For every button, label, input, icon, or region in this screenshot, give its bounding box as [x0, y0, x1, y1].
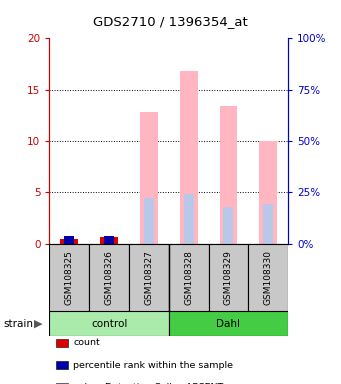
Text: GSM108326: GSM108326 — [105, 250, 114, 305]
Bar — [140, 113, 158, 244]
Bar — [263, 204, 273, 244]
Text: strain: strain — [3, 318, 33, 329]
Bar — [100, 237, 118, 244]
Text: GSM108327: GSM108327 — [144, 250, 153, 305]
Bar — [64, 236, 74, 244]
Text: ▶: ▶ — [34, 318, 43, 329]
Text: percentile rank within the sample: percentile rank within the sample — [73, 361, 233, 370]
Text: GDS2710 / 1396354_at: GDS2710 / 1396354_at — [93, 15, 248, 28]
Bar — [259, 141, 277, 244]
Bar — [209, 244, 248, 311]
Bar — [60, 239, 78, 244]
Bar — [184, 194, 194, 244]
Bar — [100, 237, 118, 244]
Bar — [223, 207, 234, 244]
Bar — [248, 244, 288, 311]
Text: count: count — [73, 338, 100, 348]
Bar — [144, 198, 154, 244]
Bar — [129, 244, 169, 311]
Text: GSM108329: GSM108329 — [224, 250, 233, 305]
Bar — [104, 236, 114, 244]
Text: GSM108325: GSM108325 — [65, 250, 74, 305]
Bar — [169, 311, 288, 336]
Text: GSM108328: GSM108328 — [184, 250, 193, 305]
Bar — [180, 71, 198, 244]
Bar — [104, 236, 114, 244]
Bar — [89, 244, 129, 311]
Bar — [64, 236, 74, 244]
Text: control: control — [91, 318, 127, 329]
Bar — [220, 106, 237, 244]
Bar — [49, 311, 169, 336]
Bar — [49, 244, 89, 311]
Text: value, Detection Call = ABSENT: value, Detection Call = ABSENT — [73, 383, 224, 384]
Bar — [60, 239, 78, 244]
Text: GSM108330: GSM108330 — [264, 250, 273, 305]
Text: Dahl: Dahl — [217, 318, 240, 329]
Bar — [169, 244, 209, 311]
